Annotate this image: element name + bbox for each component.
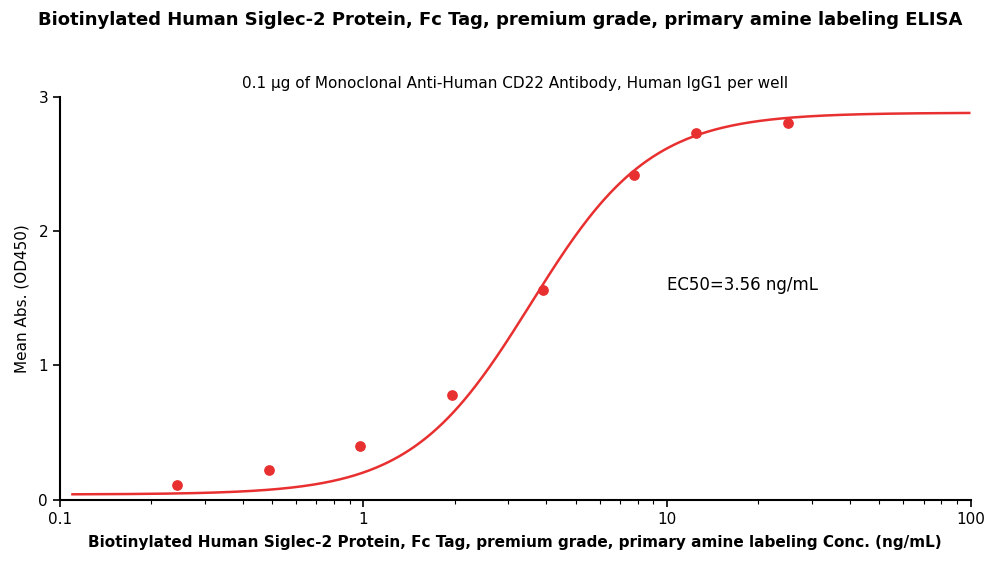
Point (688, 128, 704, 137)
Point (352, 442, 368, 451)
Title: 0.1 μg of Monoclonal Anti-Human CD22 Antibody, Human IgG1 per well: 0.1 μg of Monoclonal Anti-Human CD22 Ant… (242, 76, 788, 92)
Point (169, 480, 185, 489)
X-axis label: Biotinylated Human Siglec-2 Protein, Fc Tag, premium grade, primary amine labeli: Biotinylated Human Siglec-2 Protein, Fc … (88, 535, 942, 550)
Y-axis label: Mean Abs. (OD450): Mean Abs. (OD450) (15, 224, 30, 372)
Point (626, 170, 642, 179)
Point (535, 286, 551, 295)
Point (261, 465, 277, 474)
Text: EC50=3.56 ng/mL: EC50=3.56 ng/mL (667, 276, 818, 294)
Text: Biotinylated Human Siglec-2 Protein, Fc Tag, premium grade, primary amine labeli: Biotinylated Human Siglec-2 Protein, Fc … (38, 11, 962, 29)
Point (780, 119, 796, 128)
Point (444, 390, 460, 399)
